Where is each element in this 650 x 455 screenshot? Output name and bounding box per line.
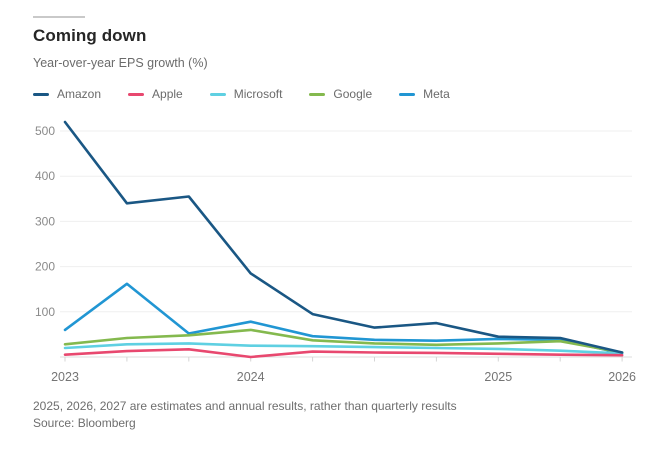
legend-swatch-google [309, 92, 326, 96]
x-tick-label-2024: 2024 [237, 370, 265, 384]
legend-label-apple: Apple [152, 87, 183, 101]
series-line-amazon [63, 120, 624, 354]
eps-line-chart: 100 200 300 400 500 2023 2024 2025 2026 [35, 120, 636, 384]
chart-title: Coming down [33, 26, 147, 45]
legend-swatch-apple [128, 92, 145, 96]
y-tick-label-400: 400 [35, 169, 55, 183]
x-tick-label-2025: 2025 [484, 370, 512, 384]
chart-subtitle: Year-over-year EPS growth (%) [33, 56, 208, 70]
chart-footnote: 2025, 2026, 2027 are estimates and annua… [33, 398, 457, 432]
y-tick-label-300: 300 [35, 214, 55, 228]
legend-label-meta: Meta [423, 87, 450, 101]
footnote-text: 2025, 2026, 2027 are estimates and annua… [33, 399, 457, 413]
legend-item-apple: Apple [128, 87, 183, 101]
series-line-meta [63, 282, 624, 355]
legend-label-amazon: Amazon [57, 87, 102, 101]
chart-legend: Amazon Apple Microsoft Google Meta [33, 87, 450, 101]
y-tick-label-200: 200 [35, 260, 55, 274]
legend-label-microsoft: Microsoft [233, 87, 283, 101]
series-line-microsoft [63, 342, 624, 355]
legend-item-google: Google [309, 87, 372, 101]
series-line-google [63, 328, 624, 354]
legend-item-amazon: Amazon [33, 87, 101, 101]
legend-item-meta: Meta [399, 87, 450, 101]
x-tick-label-2023: 2023 [51, 370, 79, 384]
legend-label-google: Google [333, 87, 373, 101]
y-tick-label-500: 500 [35, 124, 55, 138]
legend-swatch-microsoft [209, 92, 226, 96]
series-line-apple [63, 348, 624, 359]
source-text: Source: Bloomberg [33, 416, 136, 430]
legend-swatch-meta [399, 92, 416, 96]
legend-swatch-amazon [33, 92, 49, 96]
header-rule [33, 16, 85, 18]
x-tick-label-2026: 2026 [608, 370, 636, 384]
legend-item-microsoft: Microsoft [209, 87, 283, 101]
y-tick-label-100: 100 [35, 305, 55, 319]
